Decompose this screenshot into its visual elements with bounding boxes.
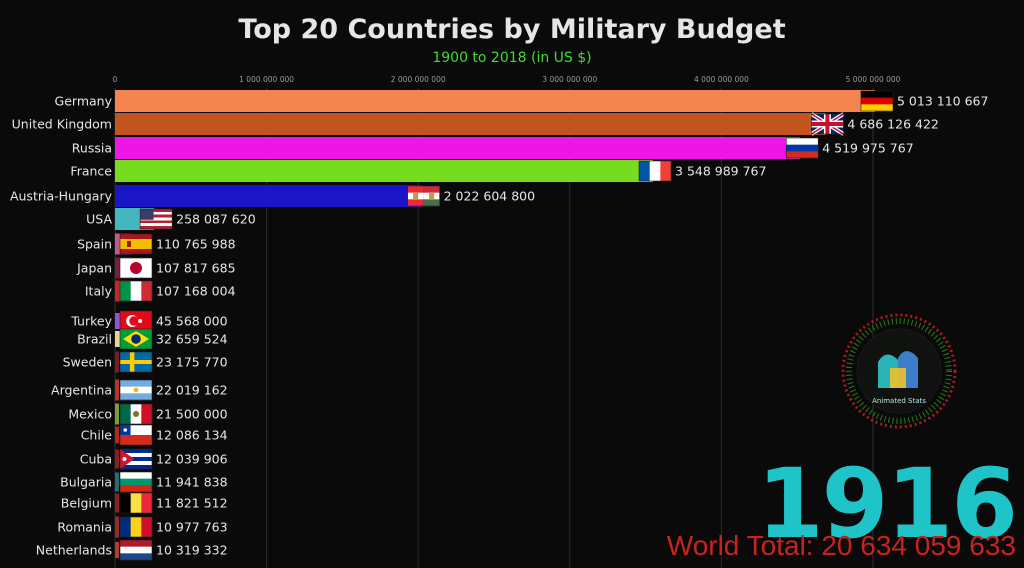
germany-flag-icon <box>860 90 894 112</box>
category-label: Austria-Hungary <box>10 189 113 204</box>
category-label: Belgium <box>61 496 112 511</box>
category-label: Italy <box>85 284 113 299</box>
value-label: 2 022 604 800 <box>444 189 535 204</box>
austria-hungary-flag-icon <box>407 185 440 207</box>
turkey-flag-icon <box>119 310 153 332</box>
world-total: World Total: 20 634 059 633 <box>666 530 1016 561</box>
bar <box>115 542 119 558</box>
bar <box>115 449 119 469</box>
bar <box>115 472 119 492</box>
category-label: Chile <box>81 428 113 443</box>
value-label: 12 086 134 <box>156 428 228 443</box>
bar <box>115 160 654 182</box>
value-label: 258 087 620 <box>176 212 256 227</box>
x-tick-label: 1 000 000 000 <box>239 75 294 84</box>
cuba-flag-icon <box>119 448 153 470</box>
netherlands-flag-icon <box>119 539 153 561</box>
value-label: 4 686 126 422 <box>847 117 938 132</box>
category-label: Cuba <box>80 452 112 467</box>
bar <box>115 331 120 347</box>
value-label: 5 013 110 667 <box>897 94 988 109</box>
value-label: 21 500 000 <box>156 407 228 422</box>
mexico-flag-icon <box>119 403 153 425</box>
logo-radial-rays <box>841 313 957 429</box>
x-tick-label: 2 000 000 000 <box>391 75 446 84</box>
x-tick-label: 5 000 000 000 <box>846 75 901 84</box>
value-label: 10 977 763 <box>156 520 228 535</box>
sweden-flag-icon <box>119 351 153 373</box>
russia-flag-icon <box>785 137 819 159</box>
category-label: Spain <box>77 237 112 252</box>
value-label: 12 039 906 <box>156 452 228 467</box>
bar <box>115 137 801 159</box>
value-label: 107 168 004 <box>156 284 236 299</box>
bar <box>115 90 875 112</box>
value-label: 107 817 685 <box>156 261 236 276</box>
value-label: 4 519 975 767 <box>822 141 913 156</box>
italy-flag-icon <box>119 280 153 302</box>
bars: Germany 5 013 110 667 United Kingdom 4 686 … <box>10 90 988 561</box>
category-label: Japan <box>76 261 112 276</box>
value-label: 3 548 989 767 <box>675 164 766 179</box>
value-label: 11 941 838 <box>156 475 228 490</box>
romania-flag-icon <box>119 516 153 538</box>
category-label: Bulgaria <box>60 475 112 490</box>
bar <box>115 351 119 373</box>
category-label: Germany <box>55 94 113 109</box>
spain-flag-icon <box>119 233 153 255</box>
chart-title: Top 20 Countries by Military Budget <box>238 14 786 45</box>
x-tick-label: 4 000 000 000 <box>694 75 749 84</box>
bar <box>115 113 826 135</box>
france-flag-icon <box>638 160 672 182</box>
value-label: 11 821 512 <box>156 496 228 511</box>
category-label: Brazil <box>77 332 112 347</box>
argentina-flag-icon <box>119 379 153 401</box>
uk-flag-icon <box>810 112 845 136</box>
category-label: France <box>70 164 112 179</box>
category-label: United Kingdom <box>12 117 112 132</box>
x-axis-ticks: 0 1 000 000 000 2 000 000 000 3 000 000 000… <box>113 75 901 84</box>
x-tick-label: 0 <box>113 75 118 84</box>
brazil-flag-icon <box>119 328 153 350</box>
chile-flag-icon <box>119 424 153 446</box>
value-label: 110 765 988 <box>156 237 236 252</box>
animated-stats-logo: Animated Stats <box>841 313 957 429</box>
value-label: 45 568 000 <box>156 314 228 329</box>
x-tick-label: 3 000 000 000 <box>542 75 597 84</box>
value-label: 10 319 332 <box>156 543 228 558</box>
bar <box>115 493 119 513</box>
bar <box>115 516 119 538</box>
category-label: USA <box>86 212 112 227</box>
bulgaria-flag-icon <box>119 471 153 493</box>
category-label: Mexico <box>68 407 112 422</box>
bar <box>115 185 422 207</box>
bar <box>115 426 119 444</box>
category-label: Russia <box>72 141 112 156</box>
value-label: 32 659 524 <box>156 332 228 347</box>
value-label: 22 019 162 <box>156 383 228 398</box>
category-label: Turkey <box>70 314 112 329</box>
value-label: 23 175 770 <box>156 355 228 370</box>
category-label: Romania <box>57 520 112 535</box>
category-label: Argentina <box>51 383 112 398</box>
bar <box>115 379 119 401</box>
chart-subtitle: 1900 to 2018 (in US $) <box>432 50 592 66</box>
belgium-flag-icon <box>119 492 153 514</box>
japan-flag-icon <box>119 257 153 279</box>
category-label: Sweden <box>63 355 112 370</box>
logo-text: Animated Stats <box>872 397 926 405</box>
bar <box>115 403 119 425</box>
bar <box>115 313 122 329</box>
year-counter: 1916 <box>756 448 1018 560</box>
usa-flag-icon <box>139 208 173 230</box>
category-label: Netherlands <box>36 543 112 558</box>
